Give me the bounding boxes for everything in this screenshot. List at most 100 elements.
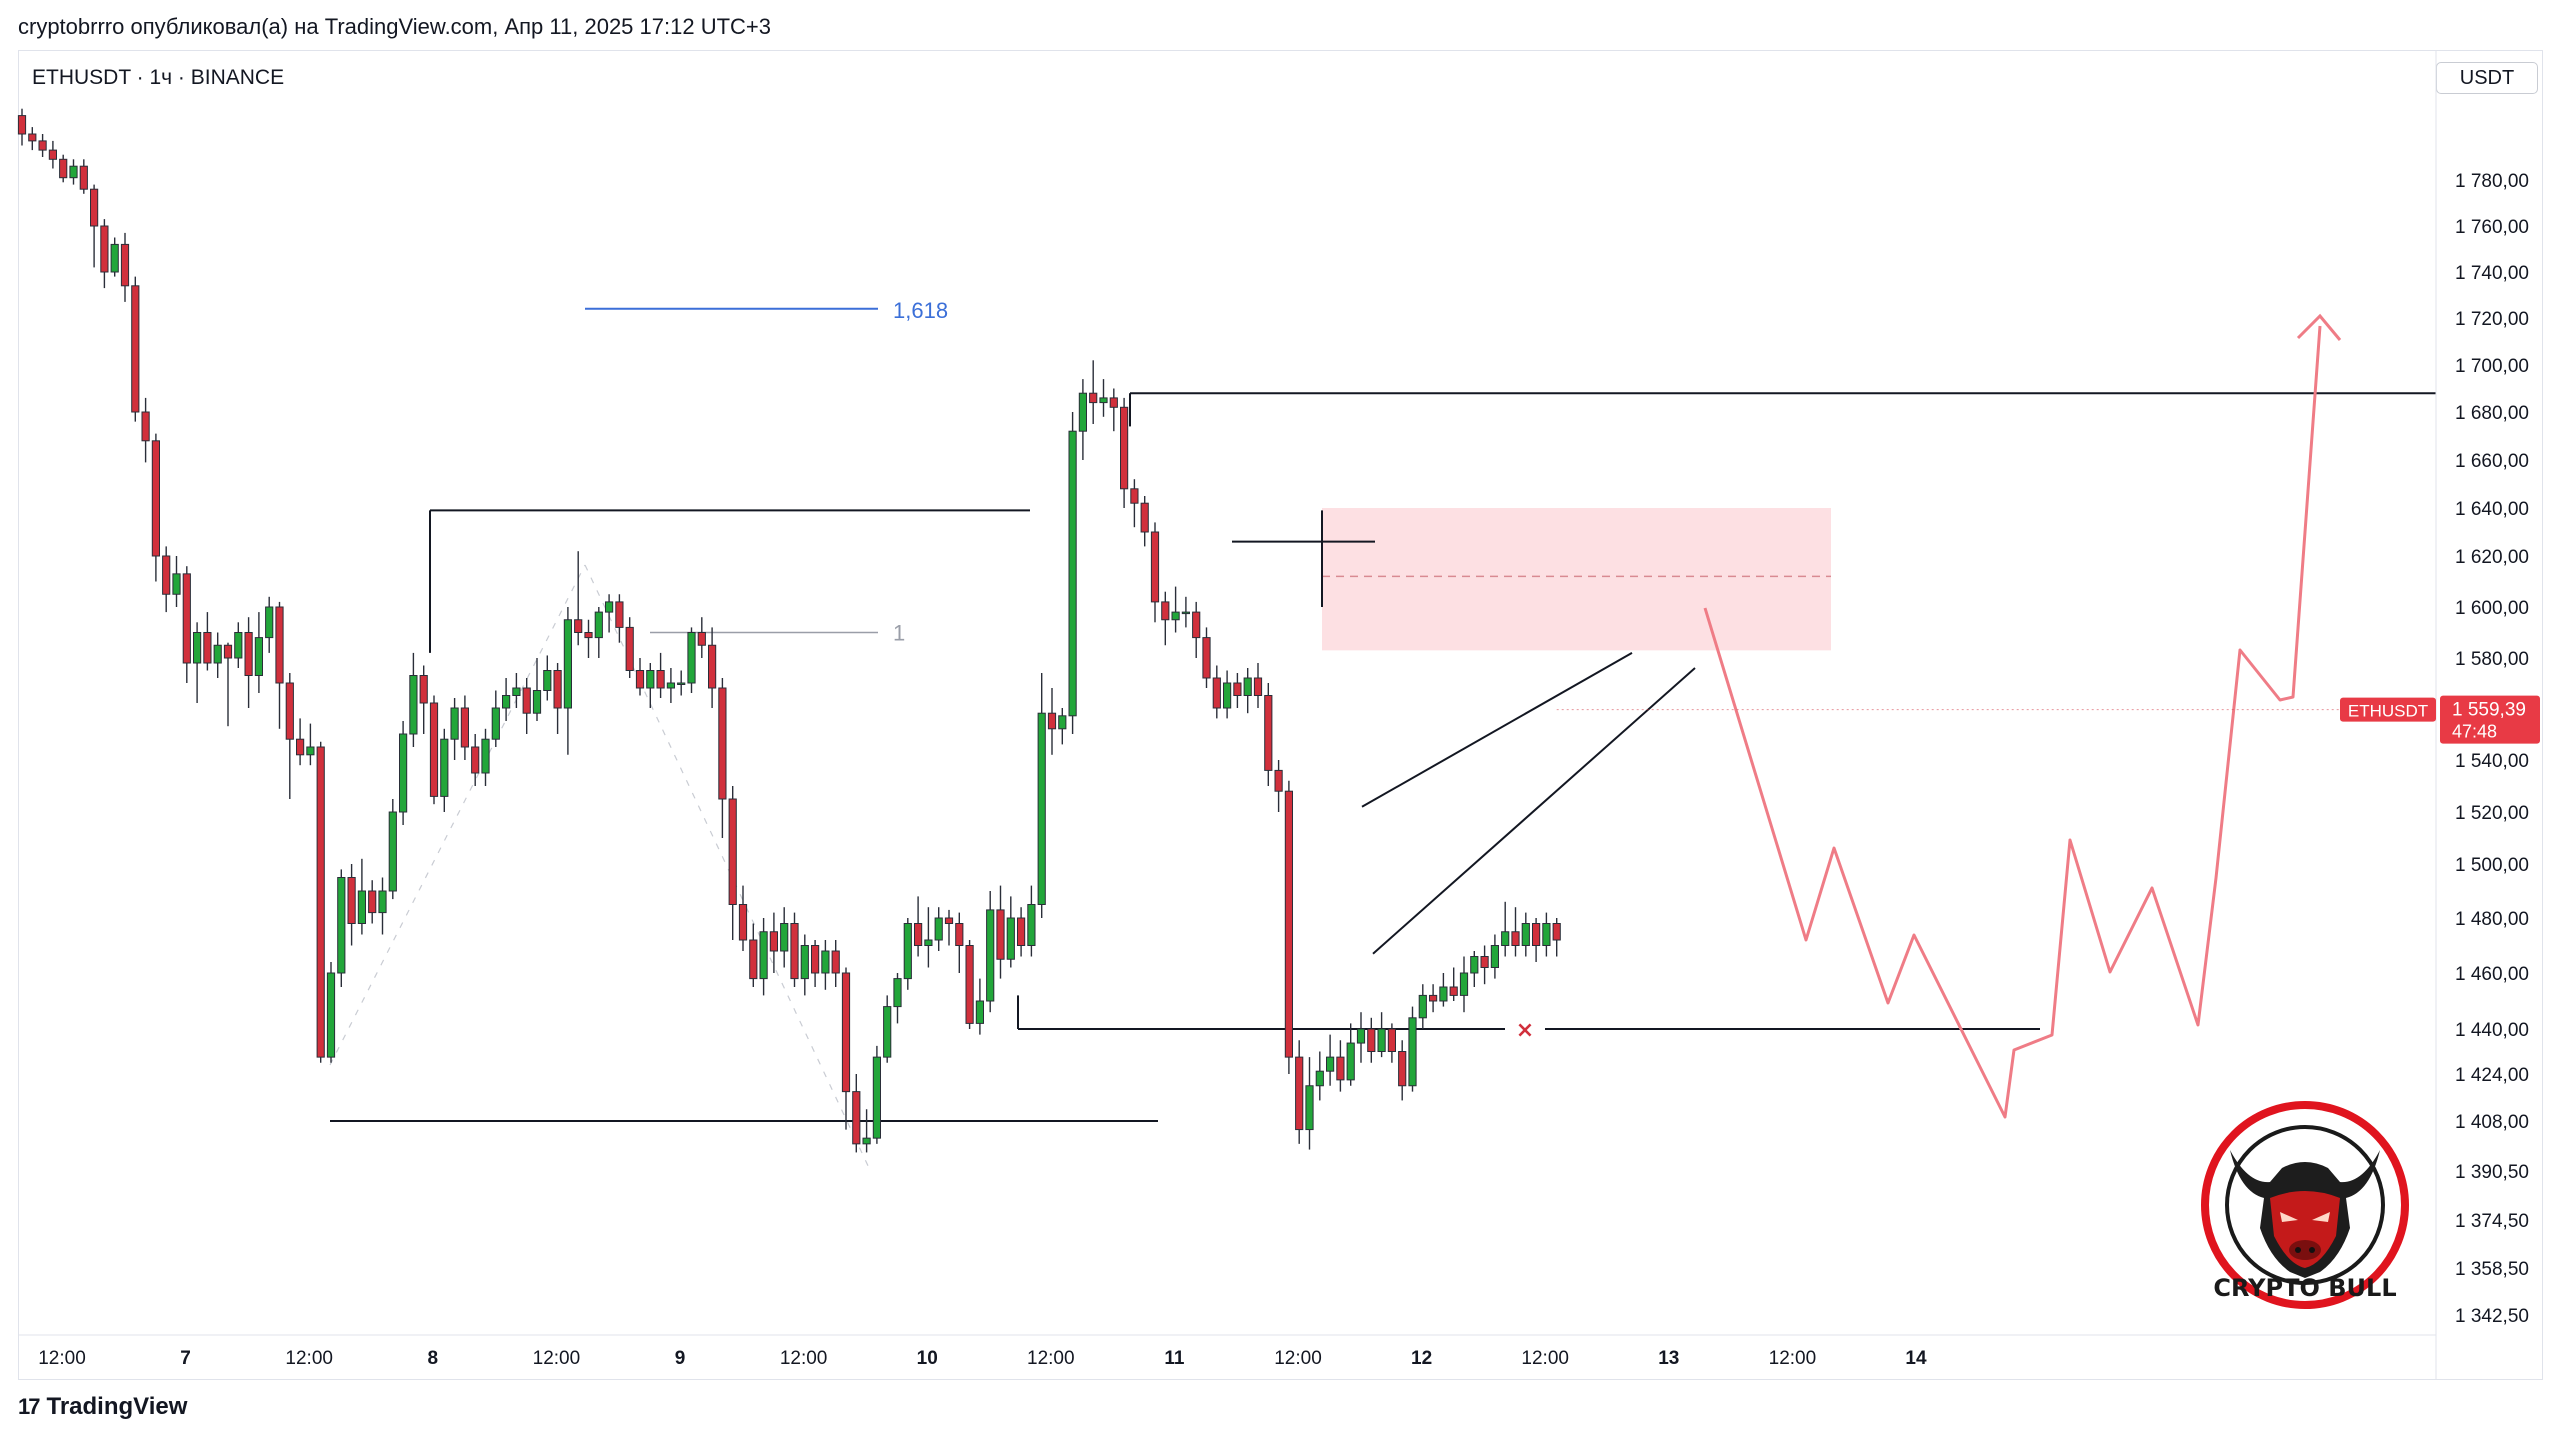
- candle-up: [1078, 392, 1088, 432]
- candle-down: [90, 188, 99, 227]
- candle-up: [1058, 715, 1067, 730]
- candle-down: [1449, 986, 1458, 996]
- symbol-title[interactable]: ETHUSDT · 1ч · BINANCE: [32, 66, 285, 89]
- candle-up: [306, 746, 315, 756]
- candle-up: [254, 637, 264, 676]
- candle-up: [1542, 923, 1551, 946]
- footer-brand[interactable]: 17 TradingView: [18, 1393, 187, 1421]
- wedge-lower-line: [1372, 667, 1696, 955]
- price-tick-label: 1 600,00: [2455, 598, 2529, 619]
- candle-up: [605, 601, 614, 613]
- wedge-upper-line: [1361, 652, 1633, 808]
- time-tick-label: 12:00: [1521, 1348, 1569, 1369]
- candle-down: [852, 1091, 861, 1145]
- candle-down: [223, 644, 233, 659]
- price-tick-label: 1 460,00: [2455, 964, 2529, 985]
- candle-down: [1532, 923, 1541, 946]
- candle-up: [893, 978, 902, 1008]
- invalidation-mark-icon: ×: [1516, 1018, 1534, 1043]
- candle-up: [1223, 682, 1232, 709]
- candle-up: [1099, 397, 1108, 404]
- candle-down: [419, 675, 428, 704]
- candle-down: [203, 632, 212, 664]
- candle-down: [708, 644, 717, 689]
- candle-up: [234, 632, 243, 659]
- candle-up: [666, 682, 675, 689]
- candle-up: [1418, 994, 1427, 1019]
- candle-up: [862, 1137, 871, 1145]
- candle-down: [749, 939, 758, 980]
- price-tick-label: 1 358,50: [2455, 1259, 2529, 1280]
- candle-down: [635, 670, 645, 689]
- candle-down: [316, 746, 325, 1058]
- candle-down: [1552, 923, 1561, 941]
- candle-down: [1387, 1028, 1397, 1052]
- price-tick-label: 1 520,00: [2455, 803, 2529, 824]
- candle-down: [1140, 502, 1149, 533]
- candle-down: [914, 923, 923, 946]
- candle-down: [244, 632, 253, 676]
- candle-down: [584, 632, 593, 639]
- time-tick-label: 8: [428, 1348, 439, 1369]
- candle-down: [965, 945, 974, 1024]
- candle-up: [934, 917, 943, 941]
- candle-up: [1470, 956, 1479, 974]
- candle-down: [522, 687, 531, 714]
- supply-zone: [1322, 508, 1831, 651]
- candle-up: [69, 165, 78, 179]
- candle-up: [1439, 986, 1448, 1002]
- candle-down: [1264, 695, 1273, 771]
- candle-up: [1315, 1070, 1324, 1087]
- time-tick-label: 11: [1164, 1348, 1185, 1369]
- price-tick-label: 1 500,00: [2455, 855, 2529, 876]
- candle-up: [326, 972, 336, 1058]
- candle-up: [687, 632, 696, 684]
- candle-down: [162, 555, 171, 595]
- candle-up: [110, 243, 119, 273]
- candle-down: [131, 285, 140, 413]
- candle-up: [1006, 917, 1015, 960]
- price-tick-label: 1 424,00: [2455, 1065, 2529, 1086]
- time-tick-label: 9: [675, 1348, 686, 1369]
- candle-down: [1511, 931, 1520, 946]
- price-tick-label: 1 780,00: [2455, 171, 2529, 192]
- candle-up: [481, 738, 490, 774]
- price-tick-label: 1 580,00: [2455, 649, 2529, 670]
- time-tick-label: 12:00: [1769, 1348, 1817, 1369]
- price-tag-value: 1 559,39: [2452, 700, 2526, 721]
- projection-path: [1703, 325, 2322, 1119]
- candle-down: [728, 798, 737, 905]
- candle-down: [285, 682, 294, 740]
- price-tick-label: 1 740,00: [2455, 263, 2529, 284]
- price-tick-label: 1 342,50: [2455, 1306, 2529, 1327]
- candle-up: [378, 890, 387, 914]
- fib-level-label: 1: [893, 621, 905, 646]
- candle-down: [553, 670, 562, 709]
- candle-up: [357, 890, 366, 924]
- time-tick-label: 12: [1411, 1348, 1432, 1369]
- candle-down: [296, 738, 305, 756]
- candle-down: [1336, 1056, 1345, 1081]
- crypto-bull-logo: CRYPTO BULL: [2201, 1101, 2409, 1309]
- candle-up: [337, 877, 346, 974]
- candle-up: [1068, 430, 1077, 717]
- time-tick-label: 12:00: [533, 1348, 581, 1369]
- candle-up: [1037, 712, 1046, 906]
- candle-down: [1202, 637, 1211, 679]
- candle-down: [574, 619, 583, 633]
- candle-down: [841, 972, 851, 1093]
- candle-up: [1346, 1042, 1355, 1081]
- candle-up: [440, 738, 449, 797]
- price-tick-label: 1 660,00: [2455, 451, 2529, 472]
- candle-up: [512, 687, 521, 696]
- candle-down: [1480, 956, 1489, 968]
- candle-down: [100, 225, 109, 273]
- candle-up: [213, 644, 222, 664]
- candle-up: [563, 619, 572, 709]
- candle-down: [1274, 769, 1283, 792]
- candle-down: [1109, 397, 1118, 408]
- candle-up: [409, 675, 418, 735]
- candle-down: [1295, 1056, 1304, 1131]
